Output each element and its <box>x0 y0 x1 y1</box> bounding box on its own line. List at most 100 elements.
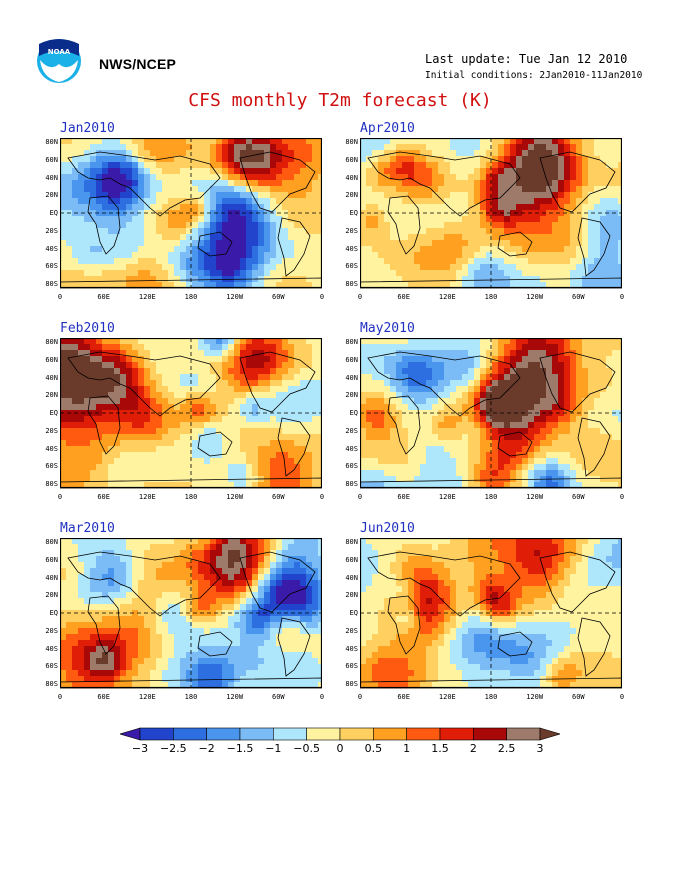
noaa-logo-icon: NOAA <box>37 39 81 83</box>
longitude-tick-label: 120W <box>226 693 244 701</box>
colorbar-segment <box>339 727 374 741</box>
longitude-tick-label: 60E <box>97 293 110 301</box>
latitude-tick-label: 60S <box>345 662 358 671</box>
latitude-tick-label: EQ <box>349 409 358 417</box>
page-title: CFS monthly T2m forecast (K) <box>188 90 492 111</box>
latitude-tick-label: 60S <box>345 462 358 471</box>
panel-month-label: May2010 <box>360 321 415 336</box>
panel-month-label: Apr2010 <box>360 121 415 136</box>
latitude-tick-label: 40N <box>45 573 58 582</box>
longitude-tick-label: 120W <box>526 493 544 501</box>
latitude-tick-label: 60N <box>45 155 58 164</box>
longitude-tick-label: 120E <box>438 693 456 701</box>
longitude-tick-label: 120W <box>526 693 544 701</box>
latitude-tick-label: 60N <box>345 155 358 164</box>
latitude-tick-label: 80N <box>345 338 358 346</box>
temperature-anomaly-map <box>60 138 322 289</box>
panel-month-label: Jun2010 <box>360 521 415 536</box>
latitude-tick-label: 20S <box>45 626 58 635</box>
colorbar-tick-label: 1 <box>403 742 411 755</box>
longitude-tick-label: 0 <box>57 693 63 701</box>
longitude-tick-label: 180 <box>184 693 198 701</box>
forecast-panel-feb2010: Feb2010 80N 60N 40N 20N EQ 20S 40S 60S 80S 0 60E 120… <box>45 321 324 525</box>
latitude-tick-label: 80S <box>45 480 58 488</box>
latitude-tick-label: 60N <box>45 555 58 564</box>
latitude-tick-label: 80N <box>45 538 58 546</box>
latitude-tick-label: 60N <box>45 355 58 364</box>
latitude-tick-label: EQ <box>49 209 58 217</box>
latitude-tick-label: EQ <box>349 609 358 617</box>
longitude-tick-label: 120E <box>438 293 456 301</box>
temperature-anomaly-map <box>360 338 622 489</box>
colorbar-segment <box>506 727 541 741</box>
latitude-tick-label: 40S <box>45 444 58 453</box>
colorbar-segment <box>206 727 241 741</box>
longitude-tick-label: 180 <box>484 693 498 701</box>
longitude-tick-label: 120W <box>226 293 244 301</box>
colorbar-segment <box>406 727 441 741</box>
longitude-tick-label: 120E <box>138 693 156 701</box>
latitude-tick-label: 60N <box>345 555 358 564</box>
colorbar-segment <box>173 727 207 741</box>
latitude-tick-label: 20N <box>345 191 358 200</box>
longitude-tick-label: 120W <box>526 293 544 301</box>
latitude-tick-label: 80N <box>345 538 358 546</box>
latitude-tick-label: 20N <box>45 391 58 400</box>
latitude-tick-label: 40N <box>45 173 58 182</box>
longitude-tick-label: 60W <box>272 493 285 501</box>
longitude-tick-label: 0 <box>357 693 363 701</box>
longitude-tick-label: 60E <box>397 693 410 701</box>
longitude-tick-label: 60W <box>572 693 585 701</box>
forecast-panel-apr2010: Apr2010 80N 60N 40N 20N EQ 20S 40S 60S 80S 0 60E 120… <box>345 121 624 325</box>
last-update-text: Last update: Tue Jan 12 2010 <box>425 52 628 66</box>
latitude-tick-label: 80N <box>345 138 358 146</box>
latitude-tick-label: 20S <box>345 626 358 635</box>
latitude-tick-label: EQ <box>349 209 358 217</box>
forecast-panel-mar2010: Mar2010 80N 60N 40N 20N EQ 20S 40S 60S 80S 0 60E 120… <box>45 521 324 725</box>
colorbar-tick-label: 3 <box>536 742 544 755</box>
longitude-tick-label: 0 <box>319 293 325 301</box>
colorbar-tick-label: −3 <box>131 742 149 755</box>
colorbar-tick-label: −0.5 <box>293 742 321 755</box>
longitude-tick-label: 120E <box>138 493 156 501</box>
latitude-tick-label: 20N <box>45 191 58 200</box>
colorbar-segment <box>139 727 174 741</box>
latitude-tick-label: 20S <box>345 226 358 235</box>
longitude-tick-label: 0 <box>57 493 63 501</box>
colorbar-tick-label: 2 <box>469 742 477 755</box>
longitude-tick-label: 120E <box>138 293 156 301</box>
longitude-tick-label: 0 <box>57 293 63 301</box>
colorbar-tick-label: 0.5 <box>364 742 383 755</box>
colorbar <box>120 727 560 741</box>
longitude-tick-label: 180 <box>484 493 498 501</box>
forecast-panel-may2010: May2010 80N 60N 40N 20N EQ 20S 40S 60S 80S 0 60E 120… <box>345 321 624 525</box>
colorbar-segment <box>273 727 307 741</box>
latitude-tick-label: 80S <box>45 280 58 288</box>
latitude-tick-label: 60S <box>345 262 358 271</box>
longitude-tick-label: 120E <box>438 493 456 501</box>
latitude-tick-label: EQ <box>49 409 58 417</box>
latitude-tick-label: 20N <box>45 591 58 600</box>
temperature-anomaly-map <box>60 538 322 689</box>
latitude-tick-label: 60S <box>45 662 58 671</box>
longitude-tick-label: 180 <box>184 293 198 301</box>
longitude-tick-label: 0 <box>619 693 625 701</box>
colorbar-tick-label: 0 <box>336 742 344 755</box>
latitude-tick-label: 20S <box>345 426 358 435</box>
temperature-anomaly-map <box>60 338 322 489</box>
latitude-tick-label: 80S <box>345 480 358 488</box>
longitude-tick-label: 180 <box>484 293 498 301</box>
longitude-tick-label: 60W <box>272 293 285 301</box>
latitude-tick-label: 20S <box>45 426 58 435</box>
latitude-tick-label: 60N <box>345 355 358 364</box>
latitude-tick-label: 40S <box>45 644 58 653</box>
longitude-tick-label: 60E <box>397 293 410 301</box>
colorbar-arrow-low <box>120 727 141 741</box>
colorbar-tick-label: −1 <box>265 742 282 755</box>
latitude-tick-label: 20S <box>45 226 58 235</box>
colorbar-tick-label: 1.5 <box>431 742 449 755</box>
longitude-tick-label: 60E <box>397 493 410 501</box>
longitude-tick-label: 60W <box>572 493 585 501</box>
latitude-tick-label: 80N <box>45 138 58 146</box>
forecast-panel-jan2010: Jan2010 80N 60N 40N 20N EQ 20S 40S 60S 80S 0 60E 120… <box>45 121 324 325</box>
